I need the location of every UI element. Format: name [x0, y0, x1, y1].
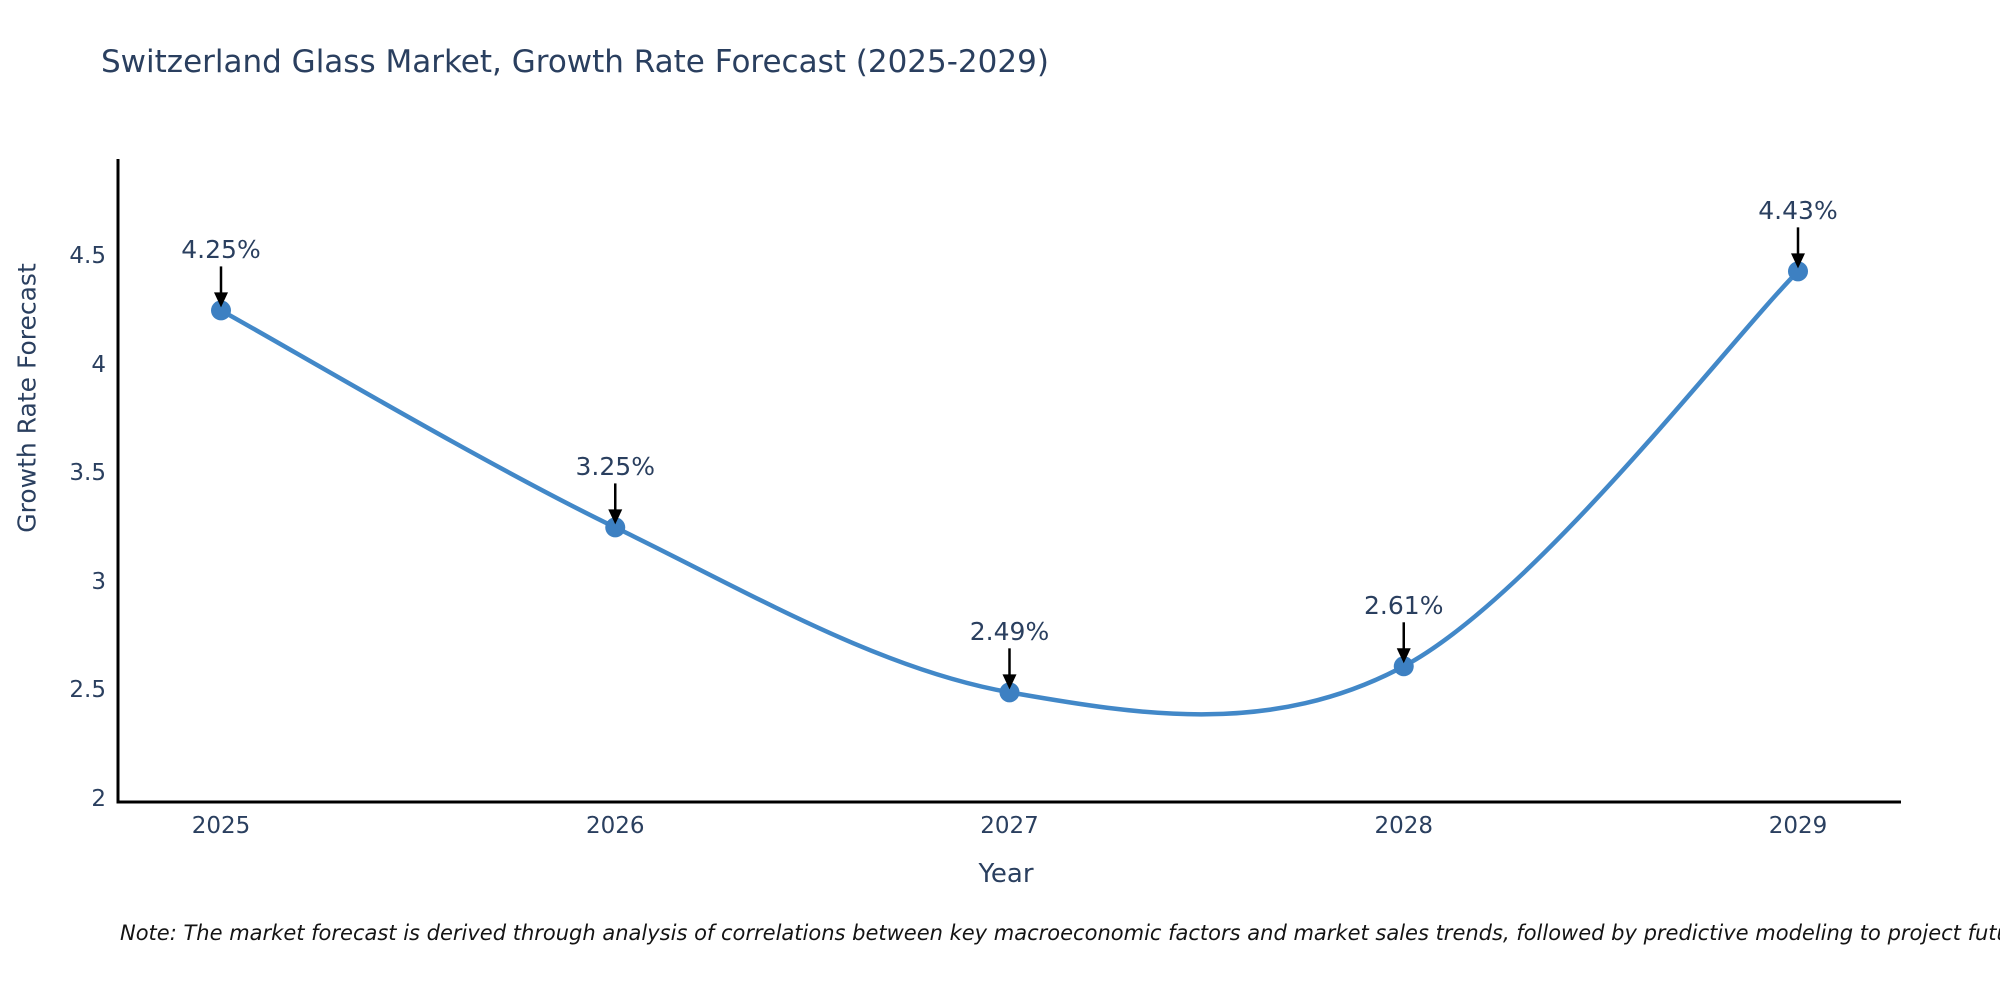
annotation-label: 3.25% [575, 452, 655, 482]
y-tick-label: 2 [91, 785, 106, 812]
chart-title: Switzerland Glass Market, Growth Rate Fo… [101, 44, 1049, 80]
y-tick-label: 4.5 [69, 243, 106, 270]
data-point-marker [999, 682, 1020, 703]
x-tick-label: 2025 [191, 813, 251, 839]
y-tick-label: 3.5 [69, 460, 106, 487]
data-point-marker [211, 300, 231, 321]
y-tick-label: 4 [91, 351, 106, 378]
x-axis-title: Year [978, 859, 1034, 889]
data-point-marker [1788, 261, 1808, 282]
data-point-marker [605, 517, 626, 538]
y-tick-label: 3 [91, 568, 106, 595]
annotation-label: 2.49% [969, 617, 1050, 647]
annotation-arrowhead [608, 509, 623, 525]
y-axis-title: Growth Rate Forecast [12, 263, 42, 533]
x-tick-label: 2028 [1374, 813, 1434, 839]
x-tick-label: 2026 [585, 813, 645, 839]
data-point-marker [1393, 656, 1414, 677]
annotation-arrowhead [214, 292, 228, 308]
y-tick-label: 2.5 [69, 677, 106, 704]
footnote: Note: The market forecast is derived thr… [120, 921, 2000, 945]
line-series-path [218, 269, 1801, 717]
axis-lines [116, 159, 1901, 804]
annotation-label: 2.61% [1364, 591, 1444, 621]
x-tick-label: 2029 [1768, 813, 1828, 839]
annotation-label: 4.25% [181, 235, 261, 265]
annotation-arrowhead [1002, 674, 1017, 690]
annotation-arrowhead [1791, 253, 1805, 269]
annotation-arrowhead [1396, 648, 1411, 664]
annotation-label: 4.43% [1758, 196, 1838, 226]
x-tick-label: 2027 [980, 813, 1039, 839]
